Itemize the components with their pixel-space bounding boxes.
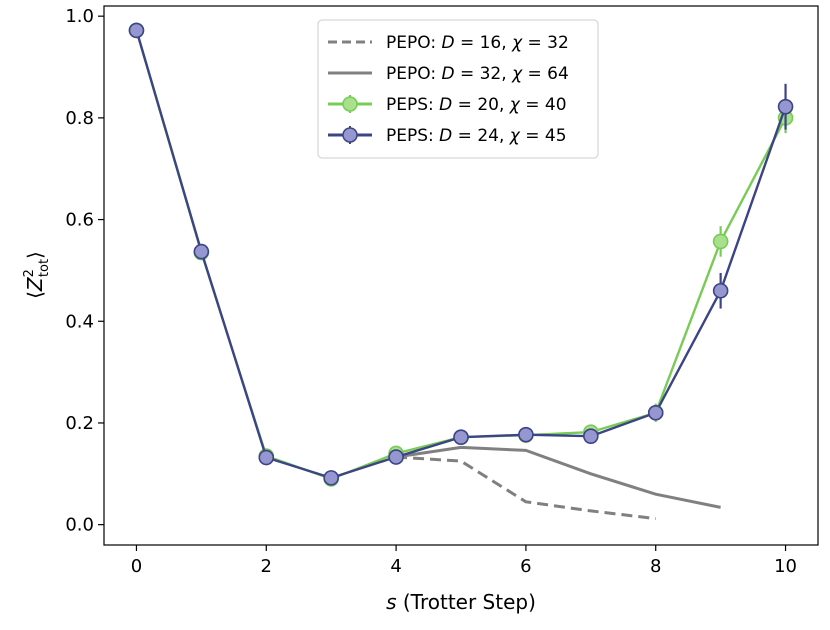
x-axis-label-var: s [386,590,396,614]
x-tick-label: 10 [774,556,797,577]
data-point [453,429,469,446]
data-point [712,282,729,299]
data-point [518,426,534,443]
y-axis-label: ⟨Z2tot⟩ [22,251,52,299]
plot-area [128,22,794,521]
legend-label: PEPS: D = 24, χ = 45 [386,126,567,146]
data-point [647,404,664,421]
data-point [128,22,145,39]
y-tick-label: 0.0 [65,515,94,536]
y-tick-label: 0.6 [65,210,94,231]
axis-ticks: 0 2 4 6 8 10 0.0 0.2 0.4 0.6 0.8 1.0 [65,6,797,577]
data-point [583,428,599,444]
data-point [777,98,794,115]
x-tick-label: 6 [520,556,531,577]
series-2 [395,445,721,509]
legend-swatch-marker [342,127,358,143]
x-tick-label: 4 [390,556,401,577]
legend-label: PEPS: D = 20, χ = 40 [386,95,567,115]
y-tick-label: 0.4 [65,311,94,332]
legend-label: PEPO: D = 32, χ = 64 [386,64,569,84]
legend: PEPO: D = 16, χ = 32 PEPO: D = 32, χ = 64… [317,19,599,159]
legend-entry: PEPS: D = 20, χ = 40 [328,95,567,115]
y-tick-label: 1.0 [65,6,94,27]
data-point [258,449,275,466]
x-tick-label: 2 [261,556,272,577]
legend-entry: PEPO: D = 16, χ = 32 [328,33,569,53]
legend-swatch-marker [342,96,358,112]
y-axis-label-open: ⟨ [23,291,47,299]
data-point [323,470,339,486]
legend-entry: PEPO: D = 32, χ = 64 [328,64,569,84]
legend-frame [317,19,599,159]
y-tick-label: 0.8 [65,108,94,129]
svg-text:⟨Z2tot⟩: ⟨Z2tot⟩ [22,251,52,299]
series-1 [396,455,656,521]
legend-label: PEPO: D = 16, χ = 32 [386,33,569,53]
data-point [712,233,729,250]
x-axis-label: s (Trotter Step) [386,590,536,614]
plot-frame [103,5,819,546]
series-4 [128,22,794,486]
x-tick-label: 8 [650,556,661,577]
y-tick-label: 0.2 [65,413,94,434]
data-point [388,449,404,465]
data-point [193,243,210,260]
x-tick-label: 0 [131,556,142,577]
legend-entry: PEPS: D = 24, χ = 45 [328,126,567,146]
series-line [396,455,656,521]
series-line [395,445,721,509]
x-axis-label-rest: (Trotter Step) [397,590,536,614]
